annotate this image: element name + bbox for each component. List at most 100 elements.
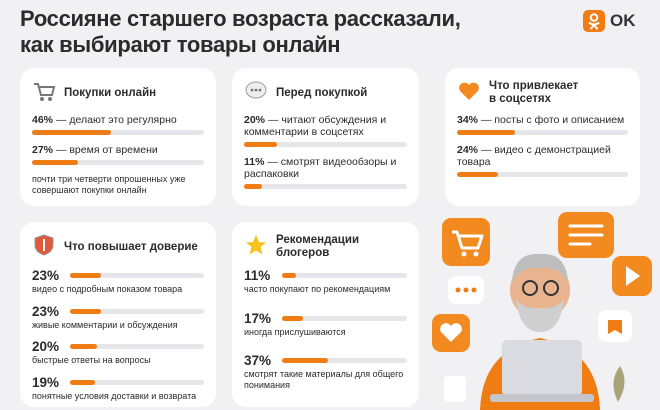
- item-text: 46% — делают это регулярно: [32, 114, 204, 126]
- item: 17% иногда прислушиваются: [244, 311, 407, 338]
- icon: [246, 234, 266, 254]
- item-row: 11%: [244, 268, 407, 283]
- item: 11% часто покупают по рекомендациям: [244, 268, 407, 295]
- card-body: 46% — делают это регулярно 27% — время от…: [32, 114, 204, 196]
- item: 46% — делают это регулярно: [32, 114, 204, 135]
- icon: [34, 82, 56, 101]
- logo-text: OK: [610, 11, 636, 30]
- card-title: Перед покупкой: [276, 86, 368, 99]
- item-value: 19%: [32, 374, 60, 390]
- item-value: 27%: [32, 144, 54, 156]
- item-label: — посты с фото и описанием: [480, 114, 625, 126]
- bar: [32, 160, 79, 165]
- bar-track: [282, 315, 407, 321]
- bar: [244, 142, 277, 147]
- card-title: Что привлекает в соцсетях: [489, 80, 579, 105]
- card-header: Перед покупкой: [244, 78, 407, 108]
- item-value: 11%: [244, 156, 265, 168]
- item: 27% — время от времени: [32, 144, 204, 165]
- card-icon: [244, 234, 268, 261]
- item-value: 20%: [32, 339, 60, 354]
- item-label: — делают это регулярно: [55, 114, 177, 126]
- illustration: [432, 212, 652, 410]
- card: Покупки онлайн 46% — делают это регулярно…: [20, 68, 216, 206]
- bar: [32, 130, 112, 135]
- logo: OK: [583, 10, 636, 32]
- bar-track: [282, 358, 407, 363]
- bar-track: [70, 379, 204, 385]
- item: 20% быстрые ответы на вопросы: [32, 339, 204, 366]
- item-row: 37%: [244, 353, 407, 368]
- card-icon: [244, 80, 268, 107]
- bar-track: [457, 172, 628, 177]
- item-label: быстрые ответы на вопросы: [32, 355, 151, 365]
- item-label: видео с подробным показом товара: [32, 284, 183, 294]
- note: почти три четверти опрошенных уже соверш…: [32, 174, 186, 195]
- bar: [457, 172, 499, 177]
- bar: [244, 184, 262, 189]
- bar: [70, 273, 101, 278]
- bar-track: [70, 273, 204, 278]
- icon: [459, 82, 479, 100]
- card: Что привлекает в соцсетях 34% — посты с ф…: [445, 68, 640, 206]
- item-row: 23%: [32, 304, 204, 319]
- bar: [457, 130, 516, 135]
- icon: [245, 81, 267, 98]
- bar-track: [457, 130, 628, 135]
- bar: [282, 273, 296, 278]
- item-value: 46%: [32, 114, 54, 126]
- bar-track: [244, 184, 407, 189]
- item-label: живые комментарии и обсуждения: [32, 319, 178, 330]
- item: 34% — посты с фото и описанием: [457, 114, 628, 135]
- bar-track: [70, 344, 204, 349]
- item-label: — видео с демонстрацией товара: [457, 144, 611, 168]
- item: 23% живые комментарии и обсуждения: [32, 304, 204, 331]
- item-row: 23%: [32, 268, 204, 283]
- item-value: 24%: [457, 144, 479, 156]
- card: Перед покупкой 20% — читают обсуждения и …: [232, 68, 419, 206]
- bar: [282, 358, 329, 363]
- item-value: 23%: [32, 303, 60, 319]
- item-text: 34% — посты с фото и описанием: [457, 114, 628, 126]
- item: 20% — читают обсуждения и комментарии в …: [244, 114, 407, 147]
- card-body: 23% видео с подробным показом товара 23% жи…: [32, 268, 204, 401]
- card-header: Что повышает доверие: [32, 232, 204, 262]
- bar: [70, 344, 97, 349]
- item: 11% — смотрят видеообзоры и распаковки: [244, 156, 407, 189]
- icon: [34, 233, 54, 256]
- card-header: Покупки онлайн: [32, 78, 204, 108]
- bar-track: [244, 142, 407, 147]
- item-label: понятные условия доставки и возврата: [32, 390, 197, 401]
- bar-track: [282, 273, 407, 278]
- item-value: 34%: [457, 114, 479, 126]
- card-title: Что повышает доверие: [64, 240, 198, 253]
- card: Рекомендации блогеров 11% часто покупают п…: [232, 222, 419, 407]
- logo-icon: [583, 10, 605, 32]
- card-body: 11% часто покупают по рекомендациям 17% ино…: [244, 268, 407, 390]
- title: Россияне старшего возраста рассказали, к…: [20, 6, 461, 58]
- item-label: часто покупают по рекомендациям: [244, 284, 391, 294]
- item-text: 24% — видео с демонстрацией товара: [457, 144, 628, 168]
- title-line: Россияне старшего возраста рассказали,: [20, 6, 461, 31]
- bar-track: [70, 308, 204, 314]
- card-icon: [457, 80, 481, 107]
- item-text: 11% — смотрят видеообзоры и распаковки: [244, 156, 407, 180]
- item: 37% смотрят такие материалы для общего по…: [244, 353, 407, 390]
- item-label: — читают обсуждения и комментарии в соцс…: [244, 114, 387, 138]
- item-label: смотрят такие материалы для общего поним…: [244, 369, 404, 390]
- card-body: 20% — читают обсуждения и комментарии в …: [244, 114, 407, 189]
- card-header: Что привлекает в соцсетях: [457, 78, 628, 108]
- item-row: 19%: [32, 375, 204, 390]
- item-value: 37%: [244, 353, 272, 368]
- item-value: 23%: [32, 268, 60, 283]
- item-text: 20% — читают обсуждения и комментарии в …: [244, 114, 407, 138]
- item-label: иногда прислушиваются: [244, 326, 346, 337]
- bar-track: [32, 130, 204, 135]
- item-text: 27% — время от времени: [32, 144, 204, 156]
- item: 19% понятные условия доставки и возврата: [32, 375, 204, 402]
- bar-track: [32, 160, 204, 165]
- card: Что повышает доверие 23% видео с подробным…: [20, 222, 216, 407]
- item-value: 20%: [244, 114, 266, 126]
- item-value: 17%: [244, 310, 272, 326]
